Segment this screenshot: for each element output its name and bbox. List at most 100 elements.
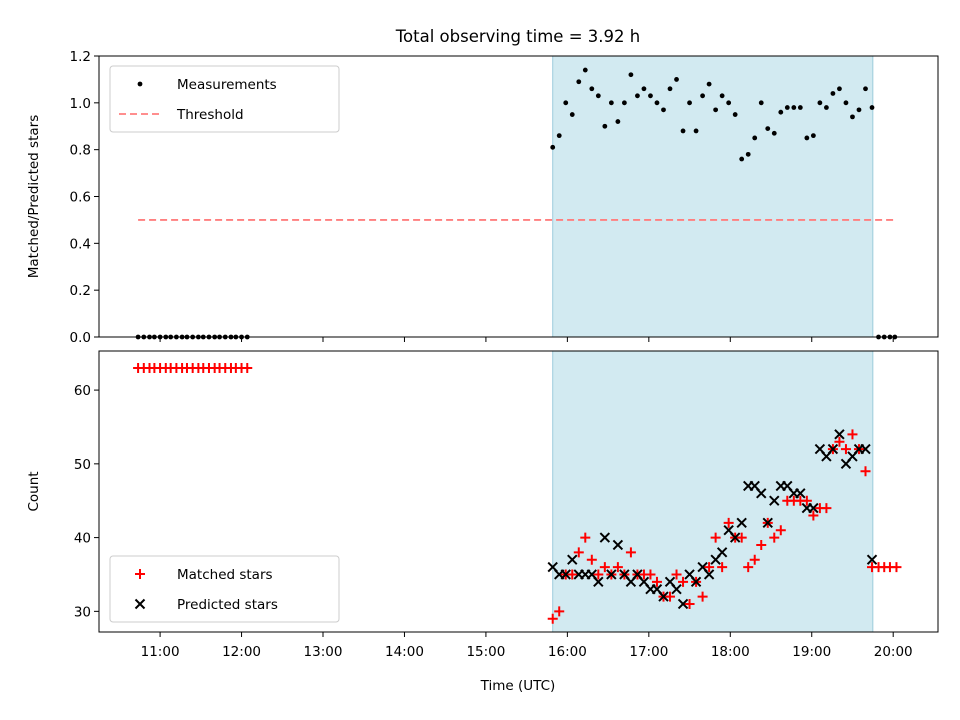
matched-star-marker: [717, 562, 728, 573]
matched-star-marker: [821, 503, 832, 514]
matched-star-marker: [580, 532, 591, 543]
observing-window-band: [552, 351, 873, 632]
measurement-point: [667, 86, 673, 92]
measurement-point: [641, 86, 647, 92]
x-tick-label: 12:00: [222, 644, 261, 660]
legend: Measurements Threshold: [109, 65, 340, 133]
measurement-point: [830, 91, 836, 96]
matched-star-marker: [808, 510, 819, 521]
matched-star-marker: [723, 517, 734, 528]
measurement-point: [608, 100, 614, 106]
x-tick-label: 14:00: [385, 644, 424, 660]
x-tick-label: 16:00: [548, 644, 587, 660]
y-tick-label: 0.2: [70, 283, 91, 299]
measurement-point: [843, 100, 849, 106]
x-axis-label: Time (UTC): [480, 678, 556, 694]
y-tick-label: 0.4: [70, 236, 91, 252]
measurement-point: [595, 93, 601, 99]
top-panel: 0.0 0.2 0.4 0.6 0.8 1.0 1.2 Matched/Predicted s…: [26, 49, 939, 346]
measurement-point: [752, 135, 758, 141]
predicted-star-marker: [658, 591, 669, 602]
matched-star-marker: [801, 495, 812, 506]
measurement-point: [850, 114, 855, 120]
predicted-star-marker: [769, 495, 780, 506]
matched-star-marker: [704, 562, 715, 573]
predicted-star-marker: [729, 532, 741, 543]
measurement-point: [758, 100, 764, 106]
measurement-point: [791, 105, 797, 110]
measurement-point: [589, 86, 595, 92]
matched-star-marker: [573, 547, 584, 558]
axes-frame: [98, 350, 939, 633]
measurement-point: [680, 128, 686, 134]
predicted-star-marker: [677, 598, 689, 610]
measurement-point: [824, 105, 829, 110]
measurement-point: [661, 107, 666, 113]
matched-star-marker: [860, 466, 871, 477]
y-axis-label: Matched/Predicted stars: [26, 115, 42, 278]
legend-label: Measurements: [177, 77, 277, 93]
measurement-point: [765, 126, 771, 131]
matched-star-marker: [554, 606, 565, 617]
x-tick-label: 18:00: [711, 644, 750, 660]
measurement-point: [869, 105, 875, 110]
matched-star-marker: [665, 591, 676, 602]
measurement-point: [804, 135, 810, 141]
y-tick-label: 50: [74, 457, 91, 473]
matched-star-marker: [567, 569, 578, 580]
matched-star-marker: [684, 598, 695, 609]
measurement-point: [569, 112, 575, 117]
matched-star-marker: [612, 562, 623, 573]
matched-star-marker: [599, 562, 610, 573]
measurement-point: [628, 72, 634, 78]
matched-star-marker: [678, 576, 689, 587]
measurement-point: [778, 109, 784, 115]
matched-star-marker: [775, 525, 786, 536]
measurement-point: [732, 112, 738, 117]
predicted-star-marker: [671, 584, 682, 595]
matched-star-marker: [625, 547, 636, 558]
legend-marker-predicted: [134, 598, 146, 610]
x-tick-label: 15:00: [466, 644, 505, 660]
measurement-point: [615, 119, 621, 124]
legend-marker-measurements: [137, 81, 143, 87]
predicted-star-marker: [756, 488, 767, 499]
measurement-point: [700, 93, 705, 99]
matched-star-marker: [847, 429, 858, 440]
legend-marker-matched: [135, 569, 145, 579]
measurement-point: [726, 100, 732, 106]
measurement-point: [817, 100, 823, 106]
y-tick-label: 30: [74, 604, 91, 620]
matched-star-marker: [736, 532, 747, 543]
measurement-point: [693, 128, 699, 134]
x-tick-label: 17:00: [629, 644, 668, 660]
matched-star-marker: [891, 562, 902, 573]
matched-star-marker: [242, 362, 253, 373]
predicted-star-marker: [593, 576, 604, 588]
matched-star-marker: [769, 532, 780, 543]
y-tick-label: 0.6: [70, 190, 91, 206]
predicted-star-marker: [703, 569, 715, 580]
measurement-point: [863, 86, 868, 92]
x-tick-label: 13:00: [304, 644, 343, 660]
measurement-point: [556, 133, 562, 139]
measurement-point: [621, 100, 627, 106]
predicted-star-marker: [606, 569, 617, 580]
y-tick-label: 60: [74, 383, 91, 399]
predicted-star-marker: [866, 554, 878, 565]
series-predicted-stars: [547, 429, 878, 610]
bottom-panel: 30 40 50 60 11:00 12:00 13:00 14:00 15:00 16:00 17…: [26, 350, 939, 660]
measurement-point: [635, 93, 640, 99]
predicted-star-marker: [795, 488, 806, 499]
matched-star-marker: [743, 562, 754, 573]
predicted-star-marker: [736, 517, 747, 529]
legend-box: [109, 65, 340, 133]
predicted-star-marker: [612, 539, 624, 551]
matched-star-marker: [710, 532, 721, 543]
y-tick-label: 40: [74, 531, 91, 547]
predicted-star-marker: [808, 502, 819, 514]
predicted-star-marker: [762, 517, 773, 529]
predicted-star-marker: [567, 554, 578, 565]
legend-box: [109, 555, 340, 623]
matched-star-marker: [697, 591, 708, 602]
